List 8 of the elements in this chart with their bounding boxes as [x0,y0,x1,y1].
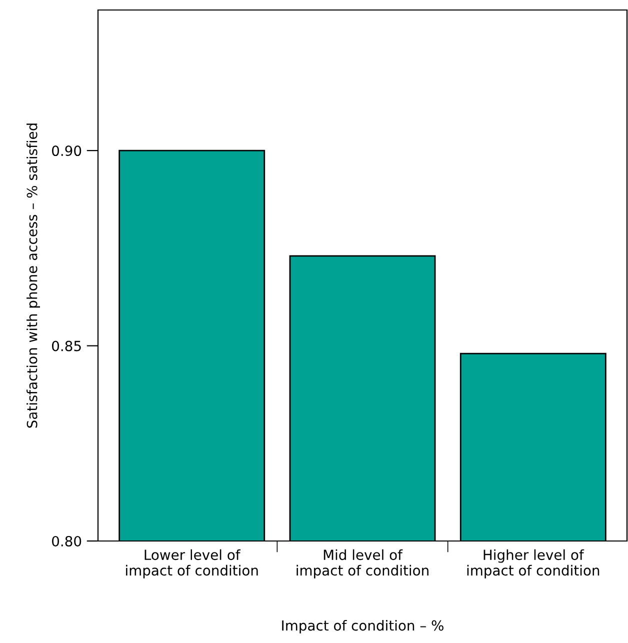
y-tick-label: 0.80 [52,536,82,546]
x-axis-title: Impact of condition – % [282,620,444,634]
y-tick-label: 0.85 [52,340,81,352]
y-tick-label: 0.90 [52,146,82,156]
y-axis-title: Satisfaction with phone access – % satisfied [26,124,40,428]
x-tick-label: Lower level of impact of condition [126,549,258,578]
x-tick-label: Higher level of impact of condition [467,549,600,578]
x-tick-label: Mid level of impact of condition [296,549,428,578]
